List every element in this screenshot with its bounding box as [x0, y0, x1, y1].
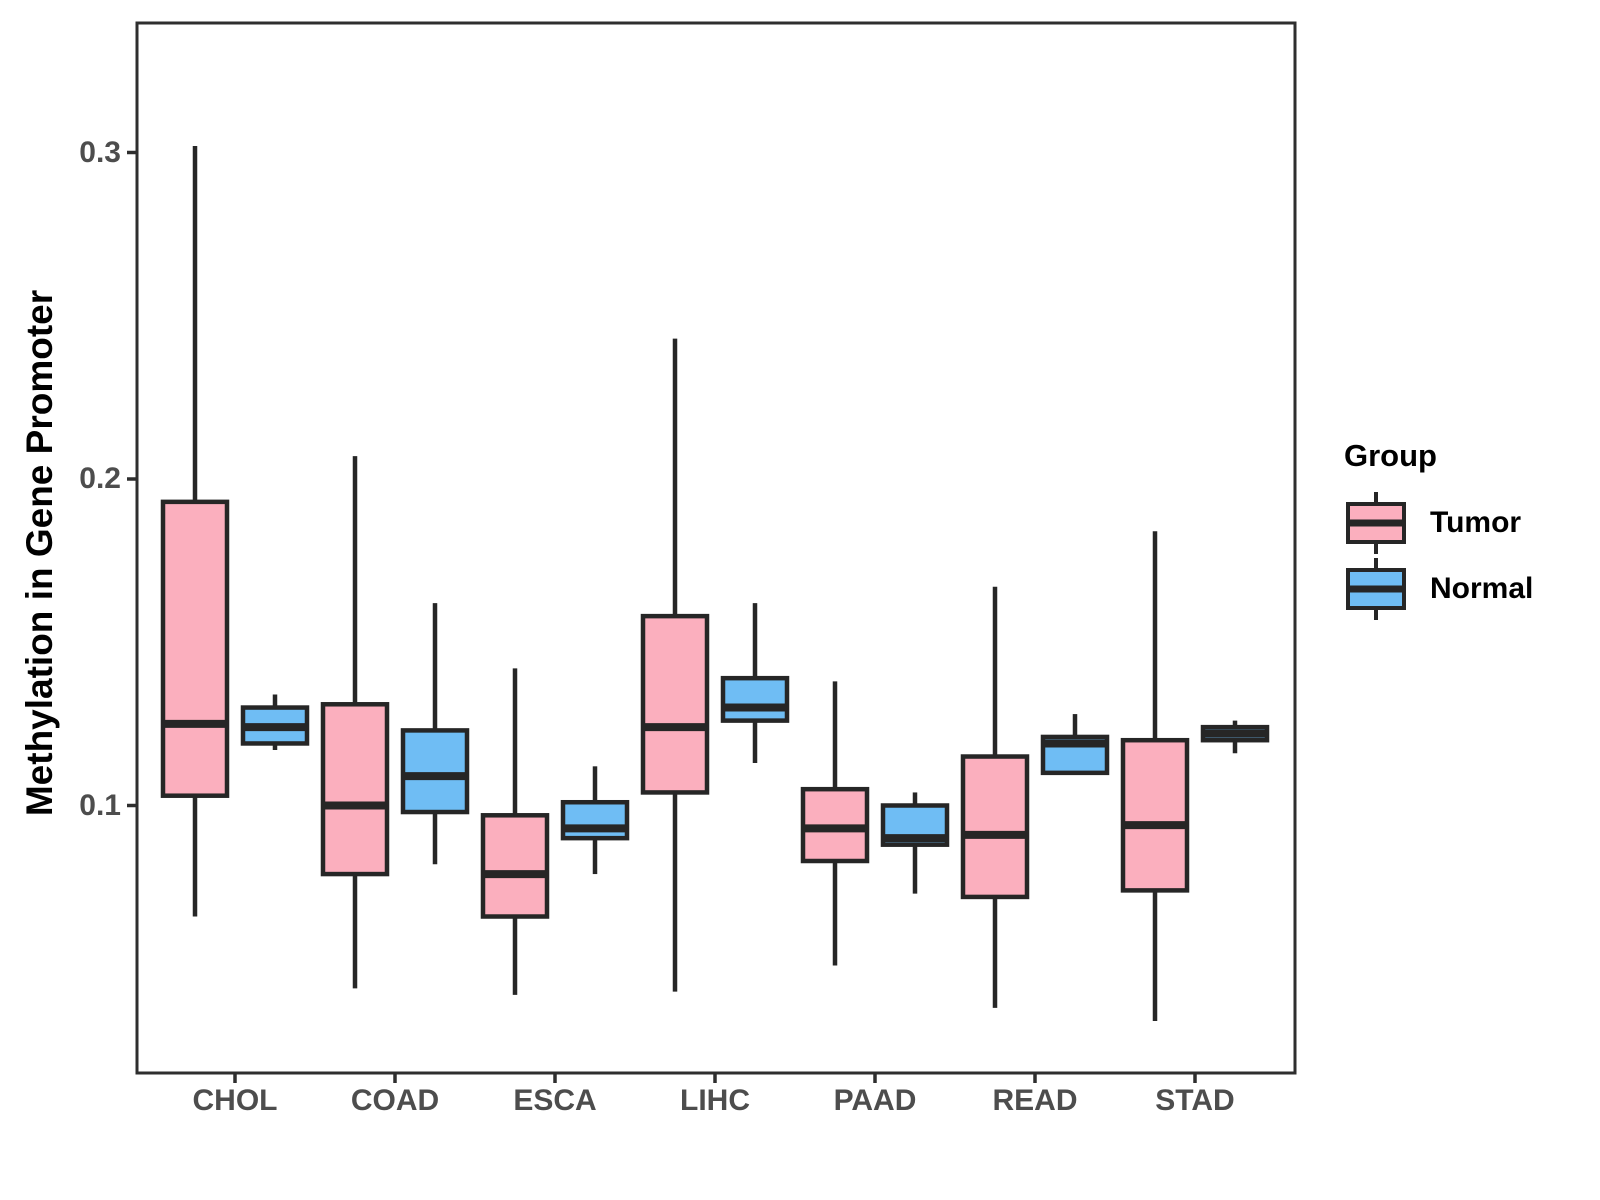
x-category-label: ESCA — [513, 1084, 597, 1117]
x-category-label: LIHC — [680, 1084, 750, 1117]
boxplot-key-tumor-icon — [1346, 492, 1406, 554]
x-category-label: PAAD — [833, 1084, 917, 1117]
x-category-label: READ — [992, 1084, 1078, 1117]
y-tick-label: 0.3 — [79, 135, 121, 169]
x-category-label: STAD — [1155, 1084, 1235, 1117]
y-tick-label: 0.2 — [79, 462, 121, 495]
y-axis-title: Methylation in Gene Promoter — [19, 289, 60, 817]
x-category-label: COAD — [350, 1084, 440, 1117]
legend-label-tumor: Tumor — [1430, 506, 1522, 539]
boxplot-key-normal-icon — [1346, 558, 1406, 620]
legend: Group Tumor Normal — [1340, 438, 1600, 622]
legend-item-tumor: Tumor — [1340, 490, 1600, 556]
legend-title: Group — [1344, 438, 1437, 473]
y-tick-label: 0.1 — [79, 788, 121, 822]
x-category-label: CHOL — [192, 1084, 278, 1117]
legend-item-normal: Normal — [1340, 556, 1600, 622]
legend-label-normal: Normal — [1430, 572, 1534, 605]
